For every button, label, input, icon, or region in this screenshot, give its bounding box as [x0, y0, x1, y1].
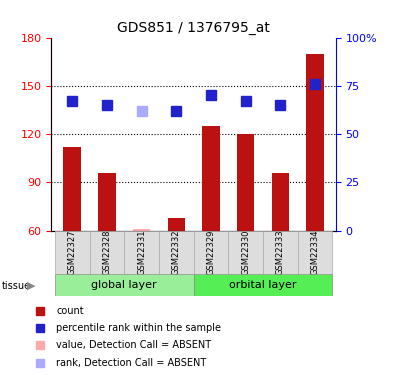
- Bar: [272, 172, 289, 231]
- Bar: [194, 274, 332, 296]
- Bar: [64, 147, 81, 231]
- Text: percentile rank within the sample: percentile rank within the sample: [56, 323, 222, 333]
- Text: GSM22330: GSM22330: [241, 230, 250, 275]
- Bar: [237, 134, 254, 231]
- Text: GSM22334: GSM22334: [310, 230, 320, 275]
- Bar: [167, 218, 185, 231]
- Text: value, Detection Call = ABSENT: value, Detection Call = ABSENT: [56, 340, 212, 350]
- Text: ▶: ▶: [27, 281, 36, 291]
- Text: GSM22327: GSM22327: [68, 230, 77, 275]
- Bar: [124, 231, 159, 274]
- Bar: [90, 231, 124, 274]
- Text: tissue: tissue: [2, 281, 31, 291]
- Title: GDS851 / 1376795_at: GDS851 / 1376795_at: [117, 21, 270, 35]
- Text: GSM22331: GSM22331: [137, 230, 146, 275]
- Text: GSM22332: GSM22332: [172, 230, 181, 275]
- Bar: [306, 54, 324, 231]
- Text: rank, Detection Call = ABSENT: rank, Detection Call = ABSENT: [56, 358, 207, 368]
- Bar: [55, 231, 90, 274]
- Text: GSM22329: GSM22329: [207, 230, 215, 275]
- Text: GSM22328: GSM22328: [102, 230, 111, 275]
- Bar: [133, 229, 150, 231]
- Bar: [263, 231, 297, 274]
- Text: count: count: [56, 306, 84, 315]
- Text: global layer: global layer: [91, 280, 157, 290]
- Bar: [297, 231, 332, 274]
- Text: orbital layer: orbital layer: [229, 280, 297, 290]
- Bar: [159, 231, 194, 274]
- Bar: [98, 172, 115, 231]
- Text: GSM22333: GSM22333: [276, 230, 285, 275]
- Bar: [202, 126, 220, 231]
- Bar: [194, 231, 228, 274]
- Bar: [55, 274, 194, 296]
- Bar: [228, 231, 263, 274]
